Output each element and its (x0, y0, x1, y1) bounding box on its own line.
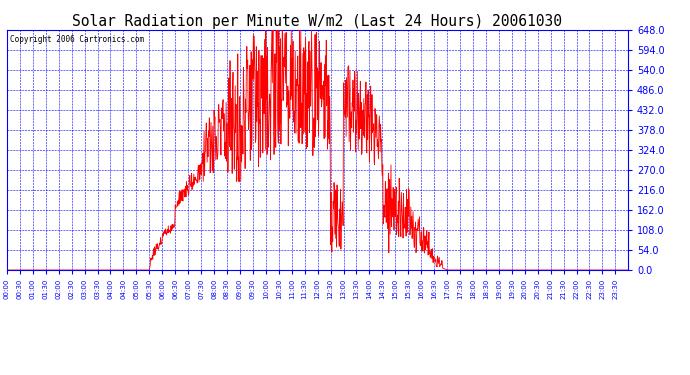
Title: Solar Radiation per Minute W/m2 (Last 24 Hours) 20061030: Solar Radiation per Minute W/m2 (Last 24… (72, 14, 562, 29)
Text: Copyright 2006 Cartronics.com: Copyright 2006 Cartronics.com (10, 35, 144, 44)
